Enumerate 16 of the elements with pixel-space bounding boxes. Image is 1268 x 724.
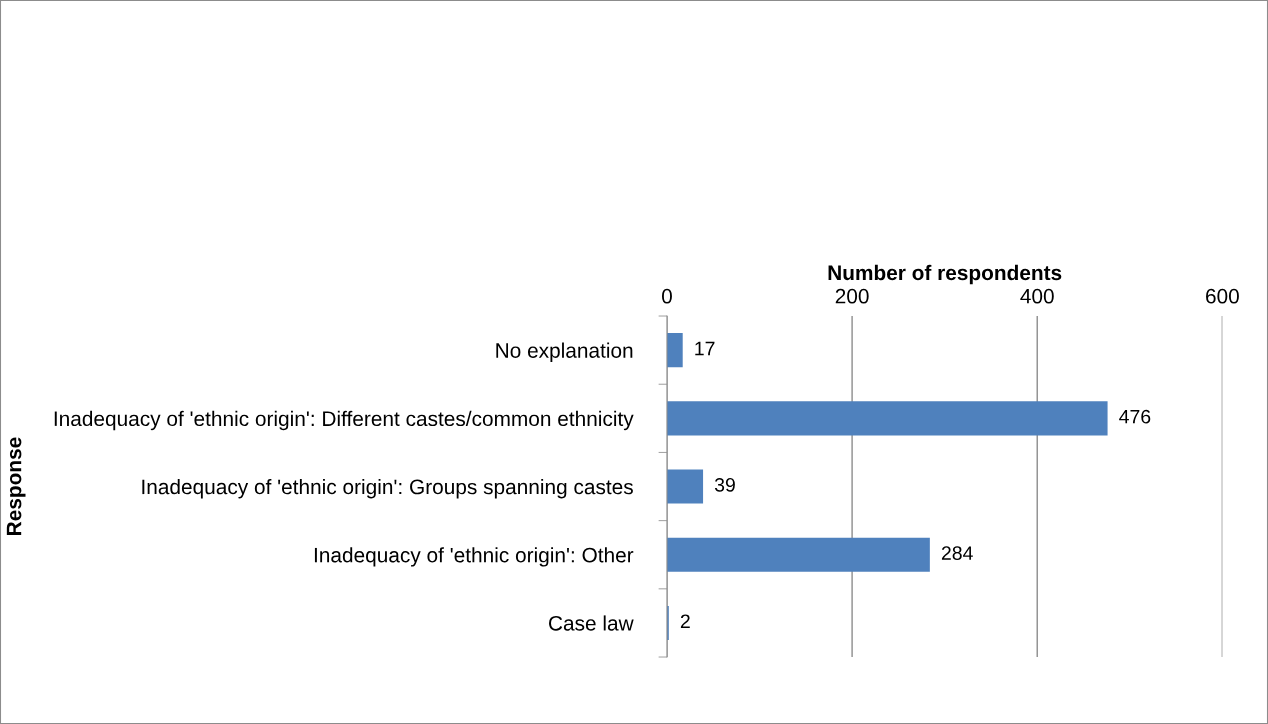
y-tick-label: Inadequacy of 'ethnic origin': Other: [314, 547, 634, 567]
data-label: 39: [714, 477, 735, 492]
x-tick-label: 600: [1206, 288, 1239, 304]
x-tick-label: 400: [1020, 288, 1054, 304]
y-tick-label: Inadequacy of 'ethnic origin': Groups spanning castes: [142, 478, 633, 499]
y-tick-label: Case law: [549, 615, 634, 631]
x-tick-label: 200: [835, 288, 869, 304]
data-label: 2: [680, 614, 690, 628]
x-axis-title: Number of respondents: [828, 264, 1062, 285]
data-label: 284: [941, 546, 973, 560]
y-tick-label: No explanation: [496, 342, 633, 362]
data-label: 476: [1119, 409, 1151, 424]
y-axis-title: Response: [6, 437, 26, 535]
x-tick-label: 0: [661, 288, 672, 304]
data-label: 17: [695, 341, 715, 356]
y-tick-label: Inadequacy of 'ethnic origin': Different castes/common ethnicity: [54, 410, 634, 431]
